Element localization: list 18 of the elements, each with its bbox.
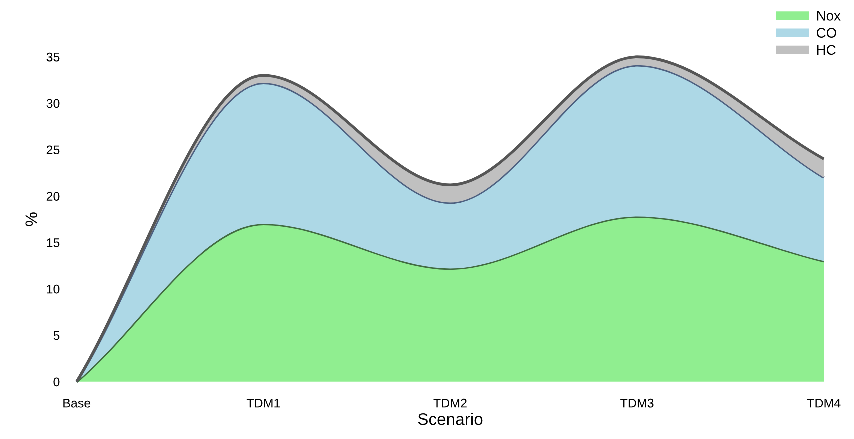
x-tick-label: Base — [64, 399, 91, 408]
y-tick-label: 15 — [47, 238, 60, 248]
y-tick-label: 5 — [54, 331, 60, 340]
legend-label: HC — [817, 45, 836, 56]
x-axis-title: Scenario — [418, 413, 483, 426]
y-tick-label: 25 — [46, 146, 60, 155]
legend-label: CO — [816, 28, 836, 38]
y-tick-label: 35 — [46, 52, 60, 62]
y-tick-label: 10 — [47, 284, 60, 294]
x-tick-label: TDM4 — [807, 399, 841, 408]
y-tick-label: 20 — [46, 192, 60, 201]
x-tick-label: TDM1 — [246, 399, 280, 408]
y-tick-label: 0 — [54, 378, 60, 387]
x-tick-label: TDM3 — [620, 398, 654, 408]
y-tick-label: 30 — [46, 99, 60, 108]
x-tick-label: TDM2 — [434, 398, 467, 408]
y-axis-title: % — [26, 212, 38, 226]
legend-label: Nox — [817, 11, 841, 21]
